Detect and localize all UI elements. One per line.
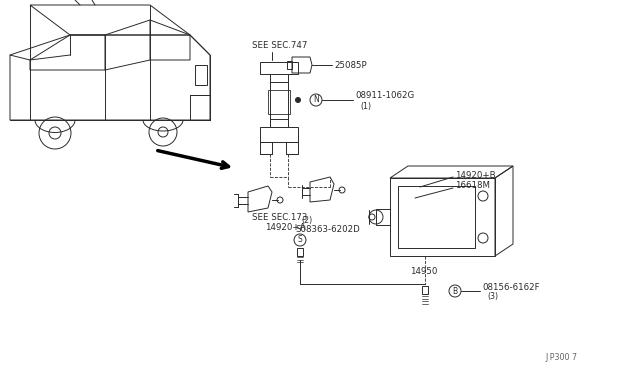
Text: 08156-6162F: 08156-6162F [482,282,540,292]
Text: (1): (1) [360,103,371,112]
Text: B: B [452,286,457,295]
Text: SEE SEC.747: SEE SEC.747 [252,41,307,49]
Bar [398,186,475,248]
Text: SEE SEC.173: SEE SEC.173 [252,212,307,221]
Bar [268,90,290,114]
Text: (3): (3) [487,292,498,301]
Text: 14920+A: 14920+A [265,224,305,232]
Text: 16618M: 16618M [455,182,490,190]
Circle shape [296,97,301,103]
Bar [287,61,292,69]
Text: J P300 7: J P300 7 [545,353,577,362]
Text: 08911-1062G: 08911-1062G [355,92,414,100]
Bar [297,248,303,256]
Bar [195,65,207,85]
Text: N: N [313,96,319,105]
Text: 25085P: 25085P [334,61,367,70]
Text: 14920+B: 14920+B [455,170,495,180]
Text: S: S [297,235,301,244]
Text: S08363-6202D: S08363-6202D [295,225,360,234]
Bar [422,286,428,294]
Text: (2): (2) [301,217,312,225]
Text: 14950: 14950 [410,267,437,276]
